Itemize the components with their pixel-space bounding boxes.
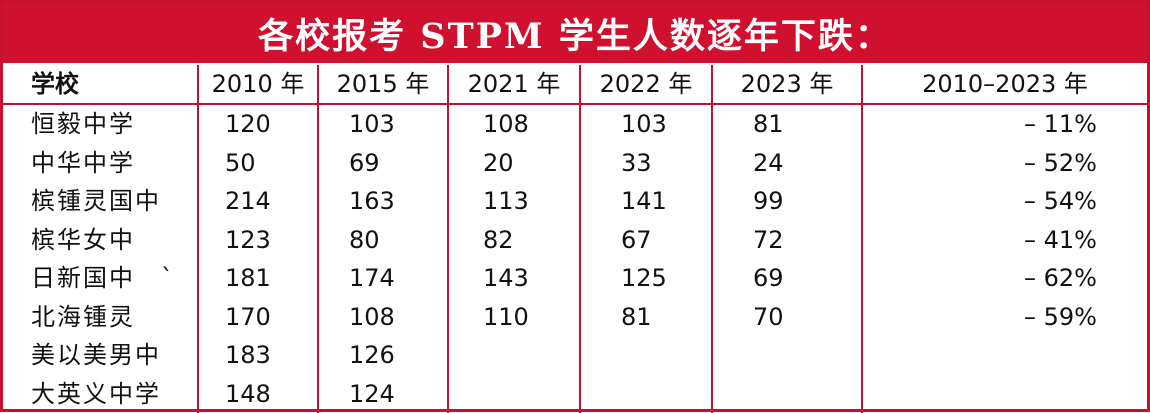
value-2022 (580, 375, 712, 413)
value-change: – 59% (862, 298, 1147, 337)
value-2010: 148 (198, 375, 318, 413)
value-2015: 103 (318, 104, 448, 144)
value-2022: 81 (580, 298, 712, 337)
value-2015: 108 (318, 298, 448, 337)
value-change (862, 336, 1147, 375)
value-2023: 24 (712, 144, 862, 183)
school-name: 槟锺灵国中 (3, 182, 198, 221)
school-name: 北海锺灵 (3, 298, 198, 337)
value-change: – 62% (862, 259, 1147, 298)
school-name: 美以美男中 (3, 336, 198, 375)
school-name: 大英义中学 (3, 375, 198, 413)
value-2021: 108 (448, 104, 580, 144)
value-2021 (448, 336, 580, 375)
value-2015: 163 (318, 182, 448, 221)
value-change: – 11% (862, 104, 1147, 144)
value-2010: 123 (198, 221, 318, 260)
header-2010: 2010 年 (198, 65, 318, 104)
value-2023 (712, 336, 862, 375)
value-2022: 67 (580, 221, 712, 260)
value-2015: 174 (318, 259, 448, 298)
value-2022: 33 (580, 144, 712, 183)
header-school: 学校 (3, 65, 198, 104)
table-row: 美以美男中 183 126 (3, 336, 1147, 375)
value-2015: 80 (318, 221, 448, 260)
header-2021: 2021 年 (448, 65, 580, 104)
value-2022: 141 (580, 182, 712, 221)
value-2010: 170 (198, 298, 318, 337)
value-2023: 70 (712, 298, 862, 337)
table-row: 日新国中 ` 181 174 143 125 69 – 62% (3, 259, 1147, 298)
value-2021 (448, 375, 580, 413)
value-change: – 54% (862, 182, 1147, 221)
value-2010: 120 (198, 104, 318, 144)
school-name: 中华中学 (3, 144, 198, 183)
table-row: 槟锺灵国中 214 163 113 141 99 – 54% (3, 182, 1147, 221)
value-2023: 72 (712, 221, 862, 260)
value-2021: 20 (448, 144, 580, 183)
school-name: 日新国中 ` (3, 259, 198, 298)
table-row: 中华中学 50 69 20 33 24 – 52% (3, 144, 1147, 183)
header-change: 2010–2023 年 (862, 65, 1147, 104)
table-row: 恒毅中学 120 103 108 103 81 – 11% (3, 104, 1147, 144)
header-2015: 2015 年 (318, 65, 448, 104)
value-2022: 125 (580, 259, 712, 298)
value-2015: 126 (318, 336, 448, 375)
table-title: 各校报考 STPM 学生人数逐年下跌： (3, 3, 1147, 63)
header-row: 学校 2010 年 2015 年 2021 年 2022 年 2023 年 20… (3, 65, 1147, 104)
value-2010: 181 (198, 259, 318, 298)
value-2022 (580, 336, 712, 375)
value-2015: 124 (318, 375, 448, 413)
value-2010: 50 (198, 144, 318, 183)
value-2023 (712, 375, 862, 413)
value-change: – 52% (862, 144, 1147, 183)
header-2022: 2022 年 (580, 65, 712, 104)
value-2021: 143 (448, 259, 580, 298)
school-name: 恒毅中学 (3, 104, 198, 144)
value-2021: 110 (448, 298, 580, 337)
value-2010: 183 (198, 336, 318, 375)
value-2021: 82 (448, 221, 580, 260)
value-change (862, 375, 1147, 413)
stpm-table: 学校 2010 年 2015 年 2021 年 2022 年 2023 年 20… (3, 65, 1147, 413)
value-2023: 69 (712, 259, 862, 298)
school-name: 槟华女中 (3, 221, 198, 260)
value-2023: 99 (712, 182, 862, 221)
value-2010: 214 (198, 182, 318, 221)
value-2021: 113 (448, 182, 580, 221)
table-row: 北海锺灵 170 108 110 81 70 – 59% (3, 298, 1147, 337)
header-2023: 2023 年 (712, 65, 862, 104)
value-change: – 41% (862, 221, 1147, 260)
table-row: 大英义中学 148 124 (3, 375, 1147, 413)
value-2022: 103 (580, 104, 712, 144)
value-2023: 81 (712, 104, 862, 144)
value-2015: 69 (318, 144, 448, 183)
table-row: 槟华女中 123 80 82 67 72 – 41% (3, 221, 1147, 260)
